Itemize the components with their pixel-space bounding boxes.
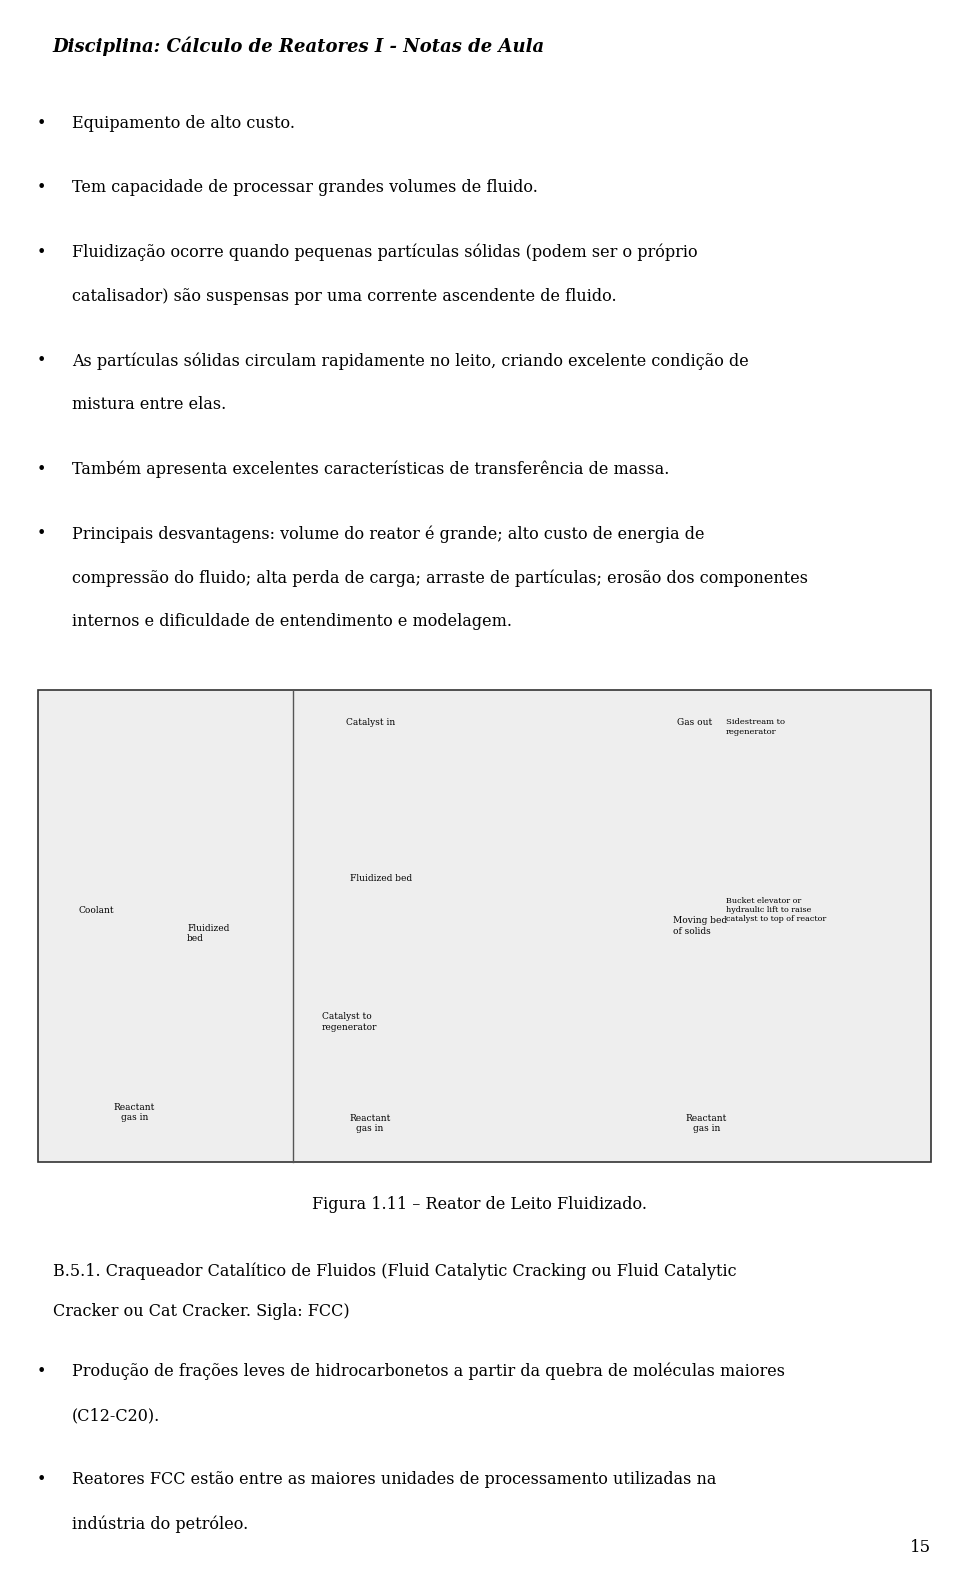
Text: Tem capacidade de processar grandes volumes de fluido.: Tem capacidade de processar grandes volu… — [72, 179, 538, 196]
Text: •: • — [36, 525, 46, 542]
Text: Fluidized bed: Fluidized bed — [350, 874, 413, 883]
Text: Gas out: Gas out — [678, 718, 712, 728]
Text: Fluidized
bed: Fluidized bed — [187, 924, 229, 943]
Text: Reactant
gas in: Reactant gas in — [685, 1115, 727, 1133]
Text: internos e dificuldade de entendimento e modelagem.: internos e dificuldade de entendimento e… — [72, 613, 512, 630]
Text: Catalyst in: Catalyst in — [346, 718, 395, 728]
Text: mistura entre elas.: mistura entre elas. — [72, 396, 227, 413]
Text: Principais desvantagens: volume do reator é grande; alto custo de energia de: Principais desvantagens: volume do reato… — [72, 525, 705, 542]
Text: Figura 1.11 – Reator de Leito Fluidizado.: Figura 1.11 – Reator de Leito Fluidizado… — [313, 1196, 647, 1214]
Text: catalisador) são suspensas por uma corrente ascendente de fluido.: catalisador) são suspensas por uma corre… — [72, 288, 616, 305]
Text: Produção de frações leves de hidrocarbonetos a partir da quebra de moléculas mai: Produção de frações leves de hidrocarbon… — [72, 1363, 785, 1380]
Text: Também apresenta excelentes características de transferência de massa.: Também apresenta excelentes característi… — [72, 461, 669, 478]
Text: Disciplina: Cálculo de Reatores I - Notas de Aula: Disciplina: Cálculo de Reatores I - Nota… — [53, 36, 545, 55]
Text: (C12-C20).: (C12-C20). — [72, 1407, 160, 1424]
Text: •: • — [36, 1363, 46, 1380]
Text: •: • — [36, 461, 46, 478]
Text: •: • — [36, 179, 46, 196]
Text: compressão do fluido; alta perda de carga; arraste de partículas; erosão dos com: compressão do fluido; alta perda de carg… — [72, 569, 808, 586]
Text: 15: 15 — [910, 1539, 931, 1556]
Text: •: • — [36, 1471, 46, 1489]
Text: As partículas sólidas circulam rapidamente no leito, criando excelente condição : As partículas sólidas circulam rapidamen… — [72, 352, 749, 369]
Text: Bucket elevator or
hydraulic lift to raise
catalyst to top of reactor: Bucket elevator or hydraulic lift to rai… — [726, 898, 827, 923]
Bar — [38, 690, 931, 1162]
Text: Fluidização ocorre quando pequenas partículas sólidas (podem ser o próprio: Fluidização ocorre quando pequenas partí… — [72, 244, 698, 261]
Text: Equipamento de alto custo.: Equipamento de alto custo. — [72, 115, 295, 132]
Text: Catalyst to
regenerator: Catalyst to regenerator — [322, 1012, 377, 1031]
Text: •: • — [36, 115, 46, 132]
Text: Sidestream to
regenerator: Sidestream to regenerator — [726, 718, 785, 736]
Text: •: • — [36, 244, 46, 261]
Text: Reactant
gas in: Reactant gas in — [113, 1104, 156, 1122]
Text: Coolant: Coolant — [79, 905, 114, 915]
Text: Reatores FCC estão entre as maiores unidades de processamento utilizadas na: Reatores FCC estão entre as maiores unid… — [72, 1471, 716, 1489]
Text: Moving bed
of solids: Moving bed of solids — [673, 916, 727, 935]
Text: B.5.1. Craqueador Catalítico de Fluidos (Fluid Catalytic Cracking ou Fluid Catal: B.5.1. Craqueador Catalítico de Fluidos … — [53, 1262, 736, 1280]
Text: indústria do petróleo.: indústria do petróleo. — [72, 1515, 249, 1533]
Text: •: • — [36, 352, 46, 369]
Text: Cracker ou Cat Cracker. Sigla: FCC): Cracker ou Cat Cracker. Sigla: FCC) — [53, 1303, 349, 1320]
Text: Reactant
gas in: Reactant gas in — [349, 1115, 391, 1133]
